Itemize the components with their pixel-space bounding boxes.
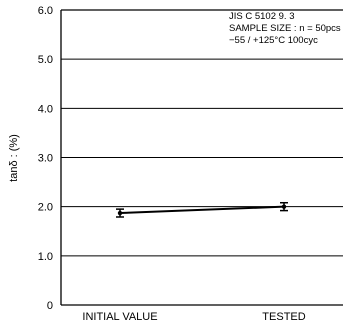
y-tick-label-2: 4.0: [38, 103, 53, 115]
x-tick-labels: INITIAL VALUE TESTED: [82, 311, 305, 323]
series-line-0: [119, 205, 285, 215]
y-tick-label-4: 2.0: [38, 202, 53, 214]
series: [116, 201, 288, 218]
y-tick-label-5: 1.0: [38, 251, 53, 263]
y-tick-label-0: 6.0: [38, 5, 53, 17]
test-condition-note: JIS C 5102 9. 3 SAMPLE SIZE : n = 50pcs …: [229, 11, 341, 46]
data-point-0: [117, 210, 123, 216]
y-tick-labels: 6.0 5.0 4.0 3.0 2.0 1.0 0: [38, 5, 53, 312]
x-tick-label-0: INITIAL VALUE: [82, 311, 157, 323]
data-point-1: [281, 204, 287, 209]
y-tick-label-3: 3.0: [38, 153, 53, 165]
note-line-cycle: −55 / +125°C 100cyc: [229, 35, 318, 46]
note-line-sample-size: SAMPLE SIZE : n = 50pcs: [229, 23, 341, 34]
note-line-standard: JIS C 5102 9. 3: [229, 11, 294, 22]
y-tick-label-1: 5.0: [38, 54, 53, 66]
gridlines: [60, 9, 343, 306]
y-tick-label-6: 0: [47, 300, 53, 312]
y-axis-label: tanδ : (%): [8, 134, 20, 182]
x-tick-label-1: TESTED: [262, 311, 305, 323]
